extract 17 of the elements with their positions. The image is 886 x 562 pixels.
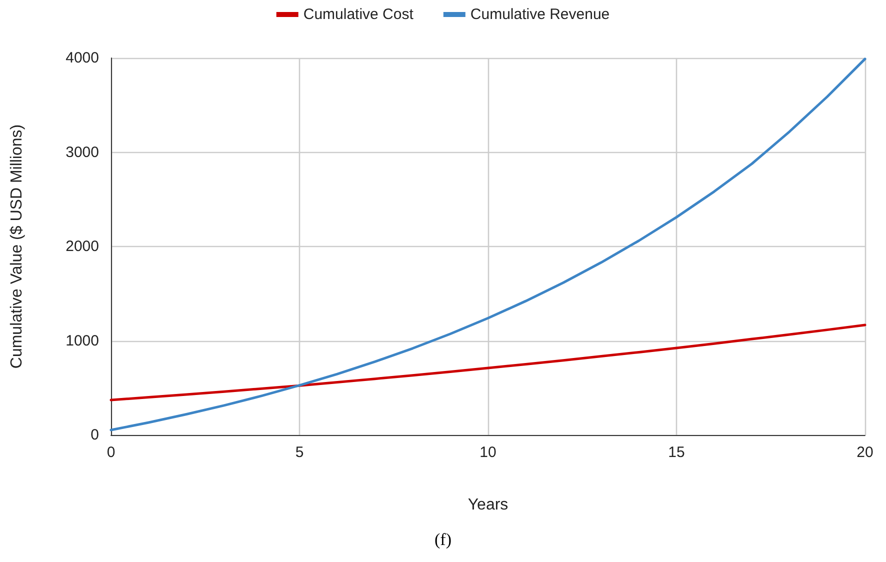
y-axis-title: Cumulative Value ($ USD Millions) (8, 124, 26, 369)
y-tick-label: 1000 (66, 332, 99, 350)
x-axis-title: Years (468, 496, 508, 514)
x-tick-label: 10 (480, 444, 496, 461)
line-series (110, 324, 866, 402)
text: (f) (434, 530, 452, 549)
line-series (110, 58, 866, 432)
y-tick-label: 2000 (66, 238, 99, 255)
y-tick-label: 0 (90, 426, 99, 444)
legend-label: Cumulative Cost (303, 6, 414, 23)
y-tick-label: 3000 (66, 144, 99, 161)
y-tick-label: 4000 (66, 50, 99, 66)
x-tick-label: 20 (856, 444, 874, 461)
x-tick-label: 5 (295, 444, 304, 461)
x-tick-label: 0 (106, 444, 116, 461)
x-tick-label: 15 (668, 444, 685, 461)
legend-label: Cumulative Revenue (470, 6, 610, 23)
